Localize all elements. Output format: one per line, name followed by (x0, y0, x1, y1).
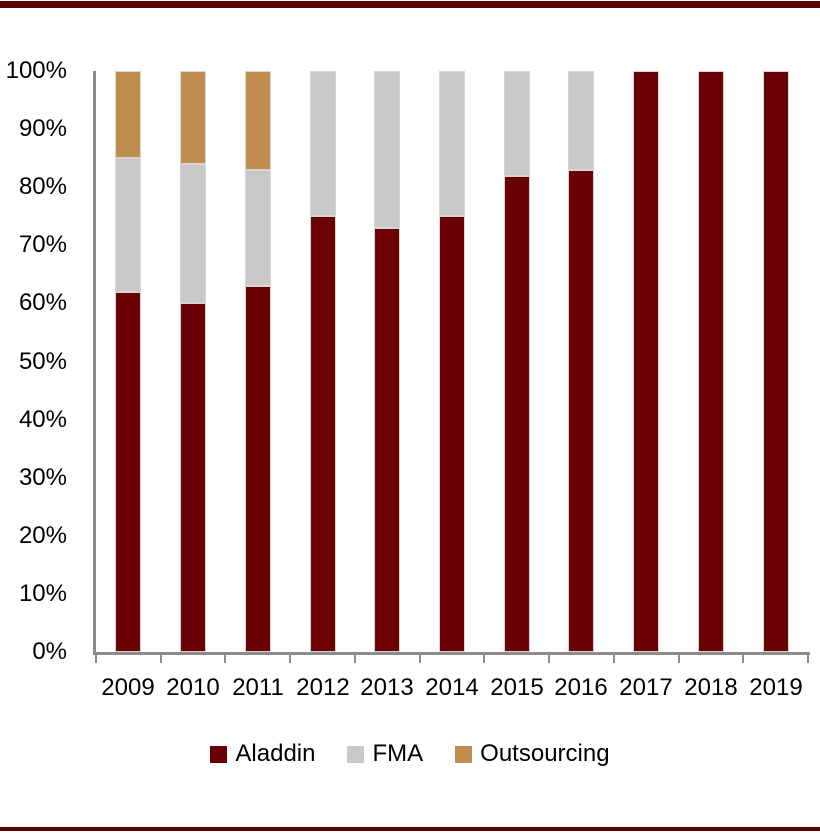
y-tick-label: 80% (18, 173, 67, 200)
y-tick-label: 100% (5, 57, 67, 84)
x-axis-tick (807, 655, 809, 663)
bar-segment-2015-aladdin (504, 176, 530, 652)
legend-label-outsourcing: Outsourcing (480, 740, 610, 767)
legend-swatch-fma (347, 745, 365, 763)
bar-segment-2013-aladdin (374, 228, 400, 652)
x-tick-label: 2019 (749, 674, 803, 701)
bar-segment-2011-outsourcing (245, 71, 271, 170)
chart-legend: Aladdin FMA Outsourcing (0, 740, 820, 768)
x-axis-tick (95, 655, 97, 663)
x-tick-label: 2015 (490, 674, 544, 701)
x-axis-tick (354, 655, 356, 663)
legend-item-outsourcing: Outsourcing (455, 740, 610, 768)
x-tick-label: 2014 (425, 674, 479, 701)
x-axis-tick (419, 655, 421, 663)
y-tick-label: 90% (18, 115, 67, 142)
bar-segment-2014-aladdin (439, 216, 465, 652)
y-tick-label: 20% (18, 522, 67, 549)
bar-segment-2012-aladdin (310, 216, 336, 652)
x-axis-tick (678, 655, 680, 663)
bar-segment-2013-fma (374, 71, 400, 228)
y-tick-label: 40% (18, 406, 67, 433)
bar-segment-2011-aladdin (245, 286, 271, 652)
x-tick-label: 2017 (619, 674, 673, 701)
y-tick-label: 10% (18, 580, 67, 607)
y-tick-label: 0% (32, 638, 67, 665)
y-tick-label: 70% (18, 231, 67, 258)
y-tick-label: 60% (18, 289, 67, 316)
x-tick-label: 2018 (684, 674, 738, 701)
legend-swatch-aladdin (210, 745, 228, 763)
x-tick-label: 2010 (166, 674, 220, 701)
legend-swatch-outsourcing (455, 745, 473, 763)
x-axis-line (93, 652, 810, 655)
x-axis-tick (548, 655, 550, 663)
bar-segment-2016-fma (568, 71, 594, 170)
bar-segment-2010-outsourcing (180, 71, 206, 164)
legend-item-aladdin: Aladdin (210, 740, 315, 768)
x-tick-label: 2012 (296, 674, 350, 701)
bottom-border-rule (0, 827, 820, 831)
bar-segment-2011-fma (245, 170, 271, 286)
bar-segment-2014-fma (439, 71, 465, 216)
bar-segment-2016-aladdin (568, 170, 594, 652)
bar-segment-2018-aladdin (698, 71, 724, 652)
bar-segment-2019-aladdin (763, 71, 789, 652)
bar-segment-2015-fma (504, 71, 530, 176)
x-tick-label: 2016 (554, 674, 608, 701)
legend-item-fma: FMA (347, 740, 423, 768)
bar-segment-2009-aladdin (115, 292, 141, 652)
top-border-rule (0, 1, 820, 8)
x-axis-tick (160, 655, 162, 663)
x-axis-tick (483, 655, 485, 663)
y-axis-line (93, 71, 96, 655)
bar-segment-2009-outsourcing (115, 71, 141, 158)
y-tick-label: 30% (18, 464, 67, 491)
x-axis-tick (224, 655, 226, 663)
bar-segment-2017-aladdin (633, 71, 659, 652)
legend-label-aladdin: Aladdin (235, 740, 316, 767)
bar-segment-2012-fma (310, 71, 336, 216)
x-tick-label: 2009 (101, 674, 155, 701)
legend-label-fma: FMA (372, 740, 424, 767)
bar-segment-2010-fma (180, 164, 206, 303)
y-tick-label: 50% (18, 348, 67, 375)
x-tick-label: 2011 (232, 674, 284, 701)
x-tick-label: 2013 (360, 674, 414, 701)
bar-segment-2009-fma (115, 158, 141, 292)
bar-segment-2010-aladdin (180, 303, 206, 652)
x-axis-tick (613, 655, 615, 663)
x-axis-tick (289, 655, 291, 663)
x-axis-tick (742, 655, 744, 663)
